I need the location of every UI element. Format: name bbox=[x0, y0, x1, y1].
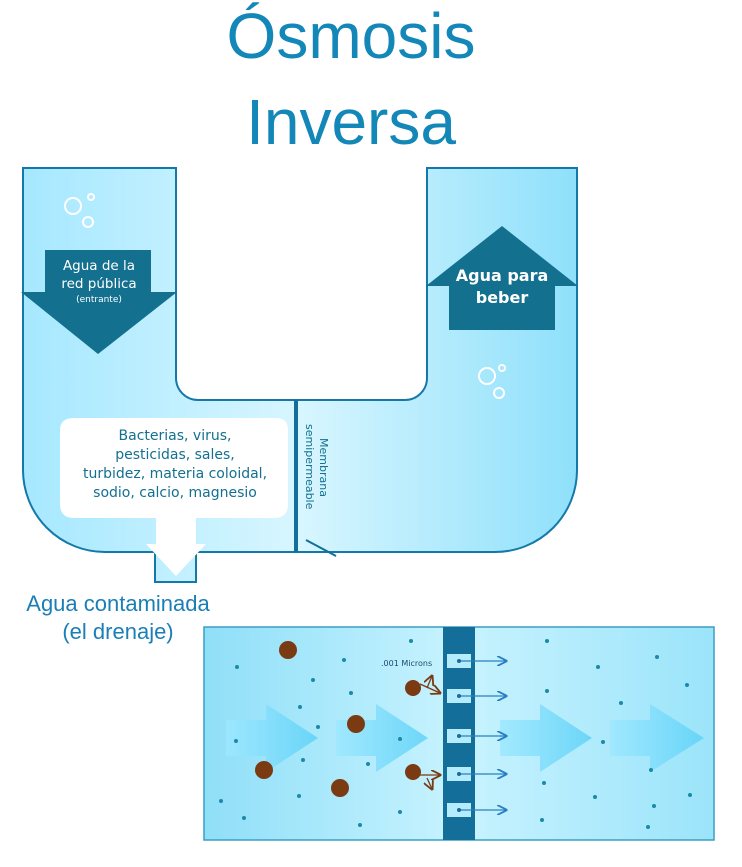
rejection-arrows bbox=[419, 676, 440, 789]
title-line-1: Ósmosis bbox=[226, 0, 476, 72]
inlet-label-line-2: red pública bbox=[61, 276, 136, 292]
drain-label-line-1: Agua contaminada bbox=[26, 591, 210, 616]
contaminants-line-3: turbidez, materia coloidal, bbox=[83, 466, 267, 482]
contaminants-line-4: sodio, calcio, magnesio bbox=[93, 485, 257, 501]
contaminants-callout: Bacterias, virus, pesticidas, sales, tur… bbox=[60, 418, 288, 576]
permeate-arrows bbox=[459, 661, 506, 810]
flow-arrow-4 bbox=[610, 704, 704, 772]
inlet-label-line-1: Agua de la bbox=[63, 258, 135, 274]
membrane-line bbox=[294, 400, 298, 552]
u-tube-vessel bbox=[22, 167, 578, 583]
contaminant-particles bbox=[255, 641, 421, 797]
outlet-arrow bbox=[426, 226, 578, 330]
outlet-label-line-1: Agua para bbox=[456, 266, 549, 285]
drain-label-line-2: (el drenaje) bbox=[62, 619, 174, 644]
contaminants-line-1: Bacterias, virus, bbox=[119, 428, 232, 444]
inlet-arrow bbox=[21, 250, 177, 354]
water-molecules bbox=[219, 639, 692, 829]
bubbles-left bbox=[64, 193, 95, 228]
inlet-label-line-3: (entrante) bbox=[76, 295, 122, 305]
outlet-label-line-2: beber bbox=[476, 288, 529, 307]
title-line-2: Inversa bbox=[246, 86, 456, 158]
bubbles-right bbox=[478, 364, 506, 399]
membrane-label-line-2: semipermeable bbox=[303, 424, 316, 510]
membrane-detail-panel: .001 Microns bbox=[203, 626, 715, 841]
contaminants-line-2: pesticidas, sales, bbox=[115, 447, 235, 463]
pore-size-label: .001 Microns bbox=[381, 659, 432, 668]
membrane-pointer bbox=[305, 539, 337, 557]
flow-arrow-3 bbox=[500, 704, 592, 772]
flow-arrow-1 bbox=[226, 704, 318, 772]
membrane-label-line-1: Membrana bbox=[317, 438, 330, 497]
